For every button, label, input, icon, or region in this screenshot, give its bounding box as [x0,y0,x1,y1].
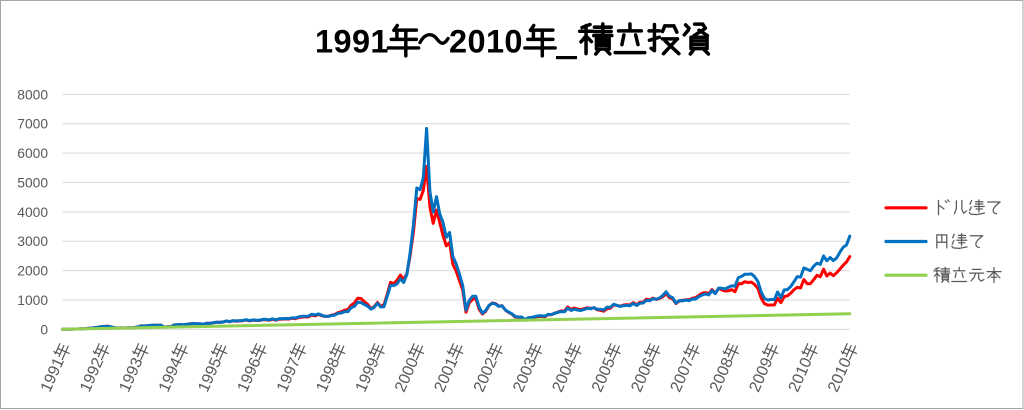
svg-text:7000: 7000 [17,117,48,132]
svg-text:2000: 2000 [17,264,48,279]
svg-text:4000: 4000 [17,205,48,220]
svg-text:1000: 1000 [17,293,48,308]
svg-text:0: 0 [40,322,48,337]
svg-text:1991: 1991 [315,23,389,59]
svg-text:8000: 8000 [17,87,48,102]
svg-text:6000: 6000 [17,146,48,161]
svg-text:2010: 2010 [449,23,523,59]
svg-text:3000: 3000 [17,234,48,249]
svg-text:5000: 5000 [17,175,48,190]
